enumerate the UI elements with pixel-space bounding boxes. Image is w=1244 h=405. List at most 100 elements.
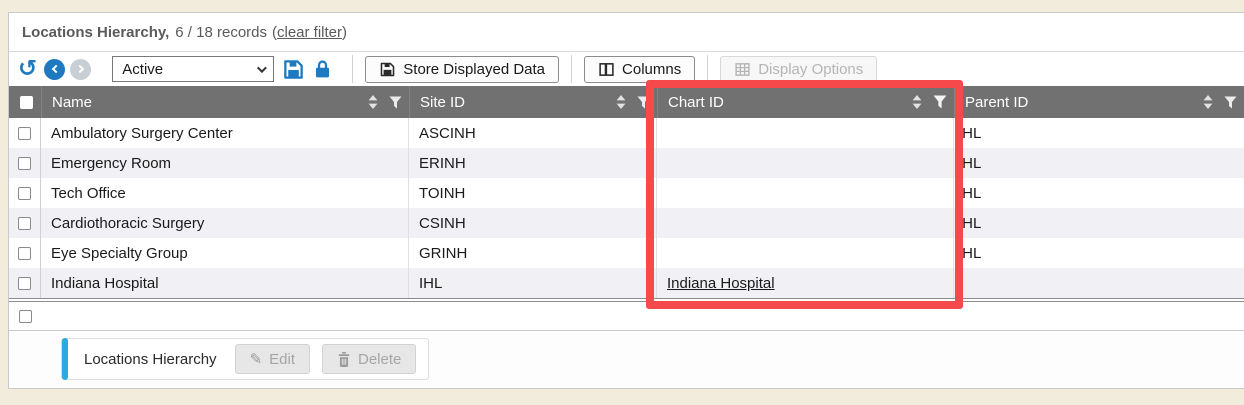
panel-title-bar: Locations Hierarchy, 6 / 18 records (cle… xyxy=(9,13,1244,52)
display-options-button[interactable]: Display Options xyxy=(720,55,878,83)
select-all-cell xyxy=(9,86,41,118)
undo-icon[interactable]: ↺ xyxy=(18,55,38,82)
columns-button[interactable]: Columns xyxy=(584,55,696,83)
row-select-cell xyxy=(9,118,41,148)
filter-funnel-icon[interactable] xyxy=(637,96,650,109)
edit-button-label: Edit xyxy=(269,350,295,368)
table-header-row: Name Site ID Chart ID xyxy=(9,86,1244,118)
row-checkbox[interactable] xyxy=(18,156,31,170)
parent-id-cell xyxy=(954,268,1244,298)
select-all-checkbox[interactable] xyxy=(20,95,33,109)
chart-id-cell xyxy=(657,208,954,238)
paren-open: ( xyxy=(272,23,277,41)
table-grid-icon xyxy=(735,62,750,76)
clear-filter-link[interactable]: clear filter xyxy=(277,23,343,41)
delete-button[interactable]: Delete xyxy=(322,344,417,374)
row-select-cell xyxy=(9,268,41,298)
table-row: Cardiothoracic Surgery CSINH IHL xyxy=(9,208,1244,238)
name-cell: Eye Specialty Group xyxy=(41,238,409,268)
locations-hierarchy-panel: Locations Hierarchy, 6 / 18 records (cle… xyxy=(8,12,1244,389)
status-filter-select[interactable]: Active xyxy=(112,56,275,82)
record-count: 6 / 18 records xyxy=(175,23,267,41)
column-label: Site ID xyxy=(420,93,466,111)
delete-button-label: Delete xyxy=(358,350,402,368)
column-header-parent-id[interactable]: Parent ID xyxy=(954,86,1244,118)
row-checkbox[interactable] xyxy=(18,216,31,230)
site-id-cell: CSINH xyxy=(409,208,657,238)
parent-id-cell: IHL xyxy=(958,244,982,262)
filter-funnel-icon[interactable] xyxy=(933,95,947,109)
chart-id-cell xyxy=(657,148,954,178)
row-checkbox[interactable] xyxy=(18,186,31,200)
table-row: Emergency Room ERINH IHL xyxy=(9,148,1244,178)
trash-icon xyxy=(338,351,350,367)
columns-label: Columns xyxy=(622,60,682,78)
site-id-cell: ERINH xyxy=(409,148,657,178)
parent-id-cell: IHL xyxy=(958,124,982,142)
filter-funnel-icon[interactable] xyxy=(389,96,402,109)
table-row: Eye Specialty Group GRINH IHL xyxy=(9,238,1244,268)
name-cell: Emergency Room xyxy=(41,148,409,178)
site-id-cell: ASCINH xyxy=(409,118,657,148)
table-row: Tech Office TOINH IHL xyxy=(9,178,1244,208)
toolbar-divider xyxy=(571,55,573,83)
row-checkbox[interactable] xyxy=(18,309,32,323)
chart-id-cell xyxy=(657,178,954,208)
sort-icon[interactable] xyxy=(368,95,378,109)
table-row: Ambulatory Surgery Center ASCINH IHL xyxy=(9,118,1244,148)
toolbar-divider xyxy=(352,55,354,83)
row-checkbox[interactable] xyxy=(18,126,31,140)
toolbar: ↺ Active Stor xyxy=(9,52,1244,86)
toolbar-divider xyxy=(707,55,709,83)
pencil-icon: ✎ xyxy=(249,350,263,368)
forward-icon xyxy=(70,58,92,80)
card-accent-bar xyxy=(62,338,68,380)
sort-icon[interactable] xyxy=(616,95,626,109)
name-cell: Indiana Hospital xyxy=(41,268,409,298)
save-icon[interactable] xyxy=(282,58,305,81)
save-icon xyxy=(380,62,395,76)
selection-card: Locations Hierarchy ✎ Edit Delete xyxy=(61,338,430,380)
status-filter-value: Active xyxy=(122,60,164,78)
name-cell: Ambulatory Surgery Center xyxy=(41,118,409,148)
lock-icon[interactable] xyxy=(312,58,333,80)
name-cell: Tech Office xyxy=(41,178,409,208)
page-title: Locations Hierarchy, xyxy=(22,23,170,41)
row-select-cell xyxy=(9,208,41,238)
columns-icon xyxy=(599,62,614,76)
store-displayed-data-label: Store Displayed Data xyxy=(403,60,546,78)
row-checkbox[interactable] xyxy=(18,246,31,260)
parent-id-cell: IHL xyxy=(958,214,982,232)
name-cell: Cardiothoracic Surgery xyxy=(41,208,409,238)
column-label: Parent ID xyxy=(965,93,1029,111)
sort-icon[interactable] xyxy=(912,95,922,109)
column-header-name[interactable]: Name xyxy=(41,86,409,118)
chevron-down-icon xyxy=(257,62,268,73)
column-label: Name xyxy=(52,93,93,111)
site-id-cell: IHL xyxy=(409,268,657,298)
paren-close: ) xyxy=(342,23,348,41)
site-id-cell: GRINH xyxy=(409,238,657,268)
display-options-label: Display Options xyxy=(758,60,864,78)
row-select-cell xyxy=(9,148,41,178)
card-title: Locations Hierarchy xyxy=(84,350,217,368)
grid-end-divider xyxy=(9,298,1244,302)
chart-id-cell xyxy=(657,238,954,268)
filter-funnel-icon[interactable] xyxy=(1224,96,1237,109)
parent-id-cell: IHL xyxy=(958,154,982,172)
row-checkbox[interactable] xyxy=(18,276,31,290)
back-icon[interactable] xyxy=(44,58,66,80)
sort-icon[interactable] xyxy=(1203,95,1213,109)
edit-button[interactable]: ✎ Edit xyxy=(234,344,310,374)
chart-id-link[interactable]: Indiana Hospital xyxy=(667,274,775,292)
column-header-site-id[interactable]: Site ID xyxy=(409,86,657,118)
chart-id-cell: Indiana Hospital xyxy=(657,268,954,298)
footer-bar: Locations Hierarchy ✎ Edit Delete xyxy=(9,330,1244,387)
row-select-cell xyxy=(9,238,41,268)
store-displayed-data-button[interactable]: Store Displayed Data xyxy=(365,55,560,83)
parent-id-cell: IHL xyxy=(958,184,982,202)
chart-id-cell xyxy=(657,118,954,148)
site-id-cell: TOINH xyxy=(409,178,657,208)
column-header-chart-id[interactable]: Chart ID xyxy=(657,86,954,118)
row-select-cell xyxy=(9,178,41,208)
